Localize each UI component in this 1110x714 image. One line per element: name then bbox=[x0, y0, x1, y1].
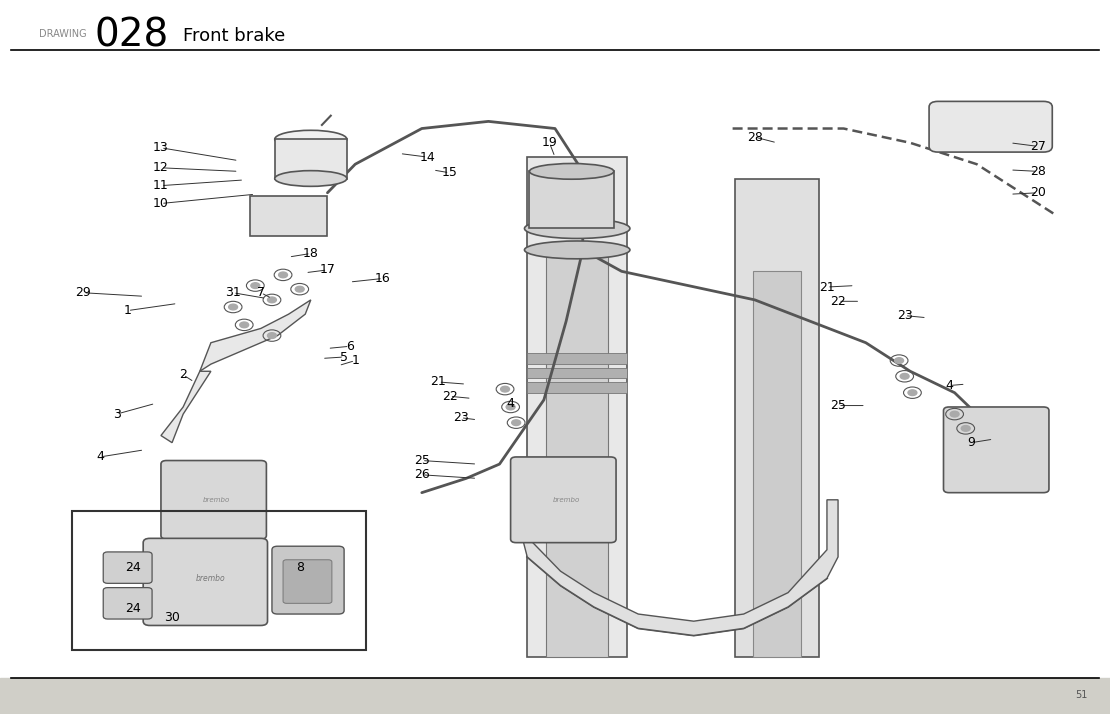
Text: 4: 4 bbox=[95, 451, 104, 463]
Text: 1: 1 bbox=[123, 304, 132, 317]
Text: 11: 11 bbox=[153, 179, 169, 192]
Text: 51: 51 bbox=[1076, 690, 1088, 700]
Text: 13: 13 bbox=[153, 141, 169, 154]
Text: 22: 22 bbox=[830, 295, 846, 308]
FancyBboxPatch shape bbox=[929, 101, 1052, 152]
Ellipse shape bbox=[275, 171, 346, 186]
Text: 5: 5 bbox=[340, 351, 349, 363]
Text: 16: 16 bbox=[375, 272, 391, 285]
Polygon shape bbox=[527, 368, 627, 378]
Text: 30: 30 bbox=[164, 611, 180, 624]
Polygon shape bbox=[735, 178, 819, 657]
Polygon shape bbox=[529, 171, 614, 228]
Text: 6: 6 bbox=[345, 340, 354, 353]
Text: 2: 2 bbox=[179, 368, 188, 381]
Circle shape bbox=[506, 404, 515, 410]
Text: 4: 4 bbox=[506, 397, 515, 410]
Text: 25: 25 bbox=[830, 399, 846, 412]
Text: 9: 9 bbox=[967, 436, 976, 449]
FancyBboxPatch shape bbox=[143, 538, 268, 625]
Text: 23: 23 bbox=[453, 411, 468, 424]
FancyBboxPatch shape bbox=[283, 560, 332, 603]
Text: 7: 7 bbox=[256, 286, 265, 299]
Text: 27: 27 bbox=[1030, 140, 1046, 153]
Bar bbox=[72, 511, 366, 650]
Text: 24: 24 bbox=[125, 602, 141, 615]
Text: 028: 028 bbox=[94, 16, 169, 55]
Circle shape bbox=[268, 333, 276, 338]
Circle shape bbox=[908, 390, 917, 396]
Text: 10: 10 bbox=[153, 197, 169, 210]
Circle shape bbox=[251, 283, 260, 288]
Text: brembo: brembo bbox=[196, 574, 225, 583]
Text: 21: 21 bbox=[431, 376, 446, 388]
Circle shape bbox=[268, 297, 276, 303]
Ellipse shape bbox=[524, 218, 630, 238]
Ellipse shape bbox=[275, 131, 346, 148]
Circle shape bbox=[240, 322, 249, 328]
Text: 28: 28 bbox=[747, 131, 763, 144]
Text: Front brake: Front brake bbox=[183, 26, 285, 45]
Circle shape bbox=[229, 304, 238, 310]
Text: 4: 4 bbox=[945, 379, 953, 392]
FancyBboxPatch shape bbox=[944, 407, 1049, 493]
Text: 17: 17 bbox=[320, 263, 335, 276]
Text: 24: 24 bbox=[125, 561, 141, 574]
Text: 8: 8 bbox=[295, 561, 304, 574]
FancyBboxPatch shape bbox=[511, 457, 616, 543]
Text: 21: 21 bbox=[819, 281, 835, 293]
Polygon shape bbox=[200, 300, 311, 371]
FancyBboxPatch shape bbox=[161, 461, 266, 539]
Bar bbox=[0, 678, 1110, 714]
Text: 1: 1 bbox=[351, 354, 360, 367]
Text: 25: 25 bbox=[414, 454, 430, 467]
Text: DRAWING: DRAWING bbox=[39, 29, 87, 39]
FancyBboxPatch shape bbox=[103, 588, 152, 619]
Text: brembo: brembo bbox=[203, 497, 230, 503]
Text: 18: 18 bbox=[303, 247, 319, 260]
Polygon shape bbox=[250, 196, 327, 236]
Text: 19: 19 bbox=[542, 136, 557, 149]
Polygon shape bbox=[275, 139, 346, 178]
Circle shape bbox=[501, 386, 509, 392]
Circle shape bbox=[295, 286, 304, 292]
FancyBboxPatch shape bbox=[272, 546, 344, 614]
Text: 31: 31 bbox=[225, 286, 241, 299]
Circle shape bbox=[895, 358, 904, 363]
Ellipse shape bbox=[524, 241, 630, 259]
Text: 15: 15 bbox=[442, 166, 457, 179]
Text: 28: 28 bbox=[1030, 165, 1046, 178]
Circle shape bbox=[950, 411, 959, 417]
Ellipse shape bbox=[529, 164, 614, 179]
Polygon shape bbox=[527, 353, 627, 364]
Text: 22: 22 bbox=[442, 390, 457, 403]
Text: 23: 23 bbox=[897, 309, 912, 322]
Polygon shape bbox=[161, 371, 211, 443]
Text: 29: 29 bbox=[75, 286, 91, 299]
Polygon shape bbox=[527, 157, 627, 657]
Circle shape bbox=[961, 426, 970, 431]
Polygon shape bbox=[753, 271, 801, 657]
Text: 26: 26 bbox=[414, 468, 430, 481]
Polygon shape bbox=[527, 382, 627, 393]
FancyBboxPatch shape bbox=[103, 552, 152, 583]
Polygon shape bbox=[546, 250, 608, 657]
Text: 3: 3 bbox=[112, 408, 121, 421]
Text: 12: 12 bbox=[153, 161, 169, 174]
Circle shape bbox=[900, 373, 909, 379]
Text: 14: 14 bbox=[420, 151, 435, 164]
Text: brembo: brembo bbox=[553, 497, 579, 503]
Polygon shape bbox=[522, 500, 838, 635]
Circle shape bbox=[512, 420, 521, 426]
Circle shape bbox=[279, 272, 287, 278]
Text: 20: 20 bbox=[1030, 186, 1046, 199]
